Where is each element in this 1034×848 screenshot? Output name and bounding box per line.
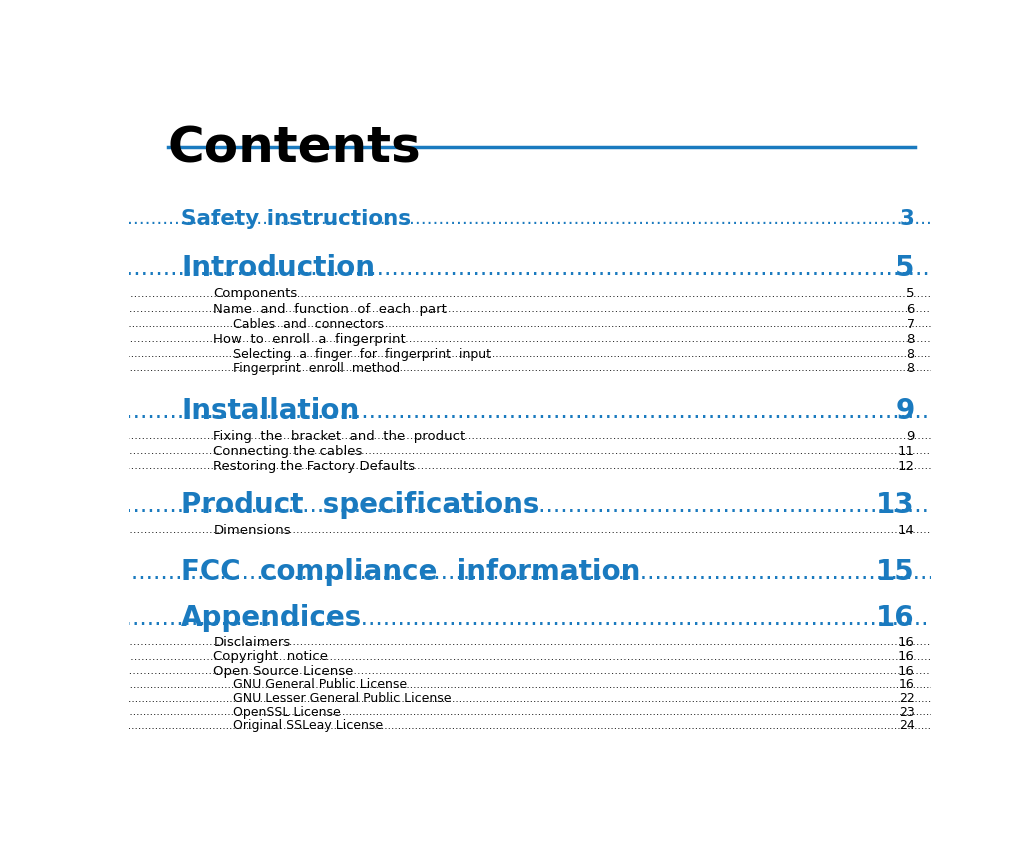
Text: ................................................................................: ........................................… — [0, 349, 1034, 360]
Text: 3: 3 — [900, 209, 914, 229]
Text: Installation: Installation — [181, 397, 360, 425]
Text: Introduction: Introduction — [181, 254, 375, 282]
Text: ................................................................................: ........................................… — [0, 446, 1034, 456]
Text: Fingerprint  enroll  method: Fingerprint enroll method — [234, 361, 400, 375]
Text: Copyright  notice: Copyright notice — [213, 650, 329, 663]
Text: ................................................................................: ........................................… — [0, 605, 1034, 629]
Text: Fixing  the  bracket  and  the  product: Fixing the bracket and the product — [213, 430, 465, 443]
Text: 23: 23 — [899, 706, 914, 719]
Text: Components: Components — [213, 287, 298, 300]
Text: Connecting the cables: Connecting the cables — [213, 444, 363, 458]
Text: Restoring the Factory Defaults: Restoring the Factory Defaults — [213, 460, 416, 472]
Text: ................................................................................: ........................................… — [0, 334, 1034, 344]
Text: ................................................................................: ........................................… — [0, 707, 1034, 717]
Text: Appendices: Appendices — [181, 604, 363, 632]
Text: Contents: Contents — [168, 125, 422, 173]
Text: 16: 16 — [898, 636, 914, 649]
Text: 8: 8 — [907, 348, 914, 361]
Text: ................................................................................: ........................................… — [0, 363, 1034, 373]
Text: 12: 12 — [898, 460, 914, 472]
Text: ................................................................................: ........................................… — [0, 525, 1034, 535]
Text: ................................................................................: ........................................… — [0, 680, 1034, 690]
Text: 16: 16 — [898, 665, 914, 678]
Text: ................................................................................: ........................................… — [0, 288, 1034, 298]
Text: ................................................................................: ........................................… — [0, 560, 1034, 584]
Text: ................................................................................: ........................................… — [0, 493, 1034, 516]
Text: 9: 9 — [906, 430, 914, 443]
Text: ................................................................................: ........................................… — [0, 431, 1034, 441]
Text: 16: 16 — [898, 650, 914, 663]
Text: GNU General Public License: GNU General Public License — [234, 678, 407, 691]
Text: FCC  compliance  information: FCC compliance information — [181, 558, 641, 586]
Text: 15: 15 — [876, 558, 914, 586]
Text: Product  specifications: Product specifications — [181, 491, 540, 519]
Text: 13: 13 — [876, 491, 914, 519]
Text: Name  and  function  of  each  part: Name and function of each part — [213, 303, 448, 316]
Text: 14: 14 — [898, 523, 914, 537]
Text: How  to  enroll  a  fingerprint: How to enroll a fingerprint — [213, 333, 406, 346]
Text: Cables  and  connectors: Cables and connectors — [234, 318, 385, 331]
Text: OpenSSL License: OpenSSL License — [234, 706, 341, 719]
Text: Safety instructions: Safety instructions — [181, 209, 412, 229]
Text: 16: 16 — [899, 678, 914, 691]
Text: ................................................................................: ........................................… — [0, 652, 1034, 661]
Text: ................................................................................: ........................................… — [0, 256, 1034, 281]
Text: Dimensions: Dimensions — [213, 523, 291, 537]
Text: 22: 22 — [899, 692, 914, 705]
Text: ................................................................................: ........................................… — [0, 399, 1034, 422]
Text: 7: 7 — [907, 318, 914, 331]
Text: ................................................................................: ........................................… — [0, 304, 1034, 315]
Text: ................................................................................: ........................................… — [0, 461, 1034, 471]
Text: 5: 5 — [895, 254, 914, 282]
Text: Original SSLeay License: Original SSLeay License — [234, 719, 384, 733]
Text: 16: 16 — [876, 604, 914, 632]
Text: Disclaimers: Disclaimers — [213, 636, 291, 649]
Text: ................................................................................: ........................................… — [0, 320, 1034, 329]
Text: 11: 11 — [898, 444, 914, 458]
Text: ................................................................................: ........................................… — [0, 667, 1034, 676]
Text: ................................................................................: ........................................… — [0, 721, 1034, 731]
Text: ................................................................................: ........................................… — [0, 694, 1034, 704]
Text: ................................................................................: ........................................… — [0, 638, 1034, 647]
Text: 6: 6 — [906, 303, 914, 316]
Text: Selecting  a  finger  for  fingerprint  input: Selecting a finger for fingerprint input — [234, 348, 491, 361]
Text: Open Source License: Open Source License — [213, 665, 354, 678]
Text: 8: 8 — [907, 361, 914, 375]
Text: GNU Lesser General Public License: GNU Lesser General Public License — [234, 692, 452, 705]
Text: 9: 9 — [895, 397, 914, 425]
Text: ................................................................................: ........................................… — [0, 210, 1034, 228]
Text: 5: 5 — [906, 287, 914, 300]
Text: 24: 24 — [899, 719, 914, 733]
Text: 8: 8 — [906, 333, 914, 346]
